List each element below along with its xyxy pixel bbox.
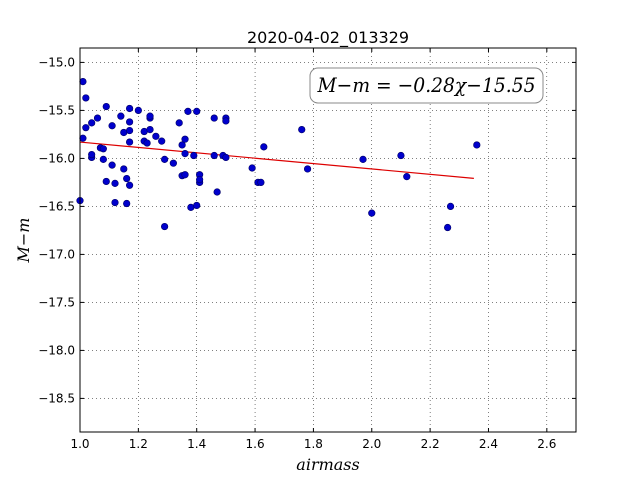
data-point <box>126 118 134 126</box>
data-point <box>120 165 128 173</box>
data-point <box>108 122 116 130</box>
data-point <box>126 138 134 146</box>
ticks <box>79 48 576 432</box>
data-point <box>143 139 151 147</box>
y-tick-label: −18.5 <box>38 391 75 405</box>
plot-area <box>80 48 576 432</box>
data-point <box>446 202 455 210</box>
y-tick-label: −15.0 <box>38 55 75 69</box>
x-tick-label: 2.6 <box>537 437 556 451</box>
y-tick-label: −16.0 <box>38 151 75 165</box>
data-point <box>117 112 125 120</box>
y-axis-label: M−m <box>14 218 33 264</box>
data-point <box>368 209 376 217</box>
data-point <box>99 145 107 153</box>
data-point <box>444 223 452 232</box>
data-point <box>181 171 189 179</box>
data-point <box>403 173 411 181</box>
data-point <box>196 175 204 184</box>
data-point <box>93 114 102 122</box>
y-tick-label: −17.5 <box>38 295 75 309</box>
data-point <box>161 155 169 163</box>
fit-layer <box>79 141 474 179</box>
x-tick-label: 1.4 <box>187 437 206 451</box>
data-point <box>79 77 87 86</box>
plot-frame <box>79 47 577 433</box>
data-point <box>146 112 154 120</box>
data-point <box>193 107 201 115</box>
data-point <box>123 174 131 183</box>
data-point <box>190 151 198 160</box>
x-tick-label: 1.8 <box>304 437 323 451</box>
data-point <box>222 153 230 162</box>
data-point <box>303 165 312 173</box>
data-point <box>126 181 134 189</box>
data-point <box>88 119 96 127</box>
data-point <box>102 177 110 186</box>
data-point <box>134 106 142 114</box>
data-point <box>248 164 256 172</box>
data-point <box>260 143 268 151</box>
x-axis-label: airmass <box>296 455 359 474</box>
y-tick-label: −18.0 <box>38 343 75 357</box>
data-point <box>79 134 87 142</box>
data-point <box>257 178 265 186</box>
data-point <box>111 198 119 207</box>
data-point <box>298 126 306 134</box>
data-point <box>473 141 481 149</box>
data-point <box>210 151 218 160</box>
x-tick-label: 2.4 <box>479 437 498 451</box>
y-tick-label: −17.0 <box>38 247 75 261</box>
data-point <box>169 159 177 167</box>
y-tick-label: −15.5 <box>38 103 75 117</box>
fit-line <box>79 141 474 179</box>
tick-labels: 1.0 1.2 1.4 1.6 1.8 2.0 2.2 2.4 2.6 −15.0 −15.5 −16… <box>38 55 556 451</box>
data-point <box>123 199 131 208</box>
data-point <box>146 126 154 134</box>
data-point <box>175 119 183 127</box>
data-point <box>178 141 186 149</box>
x-tick-label: 2.0 <box>362 437 381 451</box>
data-point <box>181 150 189 158</box>
data-point <box>126 104 134 113</box>
x-tick-label: 2.2 <box>421 437 440 451</box>
data-point <box>111 179 119 187</box>
fit-equation-box: M−m = −0.28χ−15.55 <box>309 67 544 104</box>
points-layer <box>76 77 481 232</box>
fit-equation: M−m = −0.28χ−15.55 <box>317 73 536 97</box>
data-point <box>82 94 90 102</box>
data-point <box>102 102 110 111</box>
data-point <box>108 161 116 169</box>
data-point <box>88 150 96 159</box>
y-tick-label: −16.5 <box>38 199 75 213</box>
fit-equation-frame <box>309 67 544 104</box>
data-point <box>99 155 107 163</box>
chart-title: 2020-04-02_013329 <box>247 28 409 48</box>
data-point <box>213 188 221 196</box>
x-tick-label: 1.0 <box>70 437 89 451</box>
x-tick-label: 1.2 <box>129 437 148 451</box>
data-point <box>82 124 90 132</box>
data-point <box>152 132 160 140</box>
data-point <box>397 151 405 160</box>
data-point <box>161 222 169 231</box>
data-point <box>359 155 367 163</box>
data-point <box>193 201 201 210</box>
data-point <box>158 137 166 145</box>
x-tick-label: 1.6 <box>246 437 265 451</box>
data-point <box>126 126 134 135</box>
data-point <box>181 135 189 143</box>
data-point <box>222 117 230 125</box>
data-point <box>184 107 192 115</box>
data-point <box>210 114 218 122</box>
